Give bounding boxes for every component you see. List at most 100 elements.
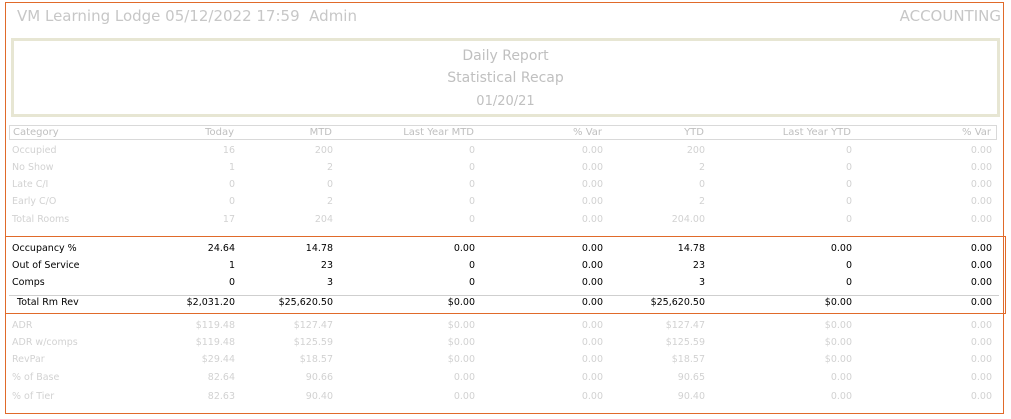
row-cell: 0.00: [581, 179, 603, 190]
row-cell: 23: [320, 260, 333, 271]
row-cell: $0.00: [447, 354, 475, 365]
row-cell: 0: [845, 214, 852, 225]
row-cell: $0.00: [447, 337, 475, 348]
row-cell: 0.00: [970, 260, 992, 271]
row-cell: 0.00: [970, 196, 992, 207]
row-cell: $29.44: [201, 354, 235, 365]
property-datetime: VM Learning Lodge 05/12/2022 17:59: [17, 7, 300, 25]
row-cell: 3: [326, 277, 333, 288]
table-row: Occupied 16 200 0 0.00 200 0 0.00: [9, 143, 997, 160]
row-cell: 0.00: [453, 391, 475, 402]
table-row: No Show 1 2 0 0.00 2 0 0.00: [9, 160, 997, 177]
row-cell: 204: [314, 214, 333, 225]
row-cell: 0.00: [970, 391, 992, 402]
row-cell: 0: [845, 260, 852, 271]
row-category: No Show: [12, 162, 54, 173]
row-cell: 0.00: [581, 162, 603, 173]
row-cell: 204.00: [671, 214, 705, 225]
row-category: Late C/I: [12, 179, 49, 190]
row-cell: 0: [468, 277, 475, 288]
row-cell: 0: [845, 277, 852, 288]
table-row: % of Base 82.64 90.66 0.00 0.00 90.65 0.00 0.00: [9, 370, 997, 387]
row-cell: 2: [326, 196, 333, 207]
row-cell: $0.00: [824, 337, 852, 348]
row-category: Comps: [12, 277, 45, 288]
col-ytd: YTD: [684, 127, 704, 138]
row-cell: $18.57: [299, 354, 333, 365]
row-cell: $125.59: [293, 337, 333, 348]
table-header: Category Today MTD Last Year MTD % Var Y…: [9, 125, 997, 140]
row-cell: 0.00: [970, 162, 992, 173]
row-category: % of Tier: [12, 391, 55, 402]
row-cell: 0: [698, 179, 705, 190]
table-row: Comps 0 3 0 0.00 3 0 0.00: [9, 275, 997, 292]
row-cell: 0: [468, 196, 475, 207]
report-banner: Daily Report Statistical Recap 01/20/21: [11, 38, 1000, 117]
module-label[interactable]: ACCOUNTING: [899, 7, 1001, 25]
table-row: ADR w/comps $119.48 $125.59 $0.00 0.00 $125.5…: [9, 335, 997, 352]
row-cell: 16: [222, 145, 235, 156]
row-cell: 0.00: [970, 320, 992, 331]
table-row: ADR $119.48 $127.47 $0.00 0.00 $127.47 $0.00 0.…: [9, 318, 997, 335]
row-cell: 0.00: [581, 277, 603, 288]
table-row: Out of Service 1 23 0 0.00 23 0 0.00: [9, 258, 997, 275]
row-cell: $125.59: [665, 337, 705, 348]
row-category: Occupancy %: [12, 243, 77, 254]
row-cell: $0.00: [824, 297, 852, 308]
row-cell: 0: [468, 214, 475, 225]
table-row: Early C/O 0 2 0 0.00 2 0 0.00: [9, 194, 997, 211]
row-cell: 23: [692, 260, 705, 271]
row-cell: 82.63: [207, 391, 235, 402]
table-row: Late C/I 0 0 0 0.00 0 0 0.00: [9, 177, 997, 194]
row-cell: $0.00: [824, 320, 852, 331]
row-cell: $18.57: [671, 354, 705, 365]
row-cell: 0.00: [581, 320, 603, 331]
col-today: Today: [205, 127, 234, 138]
row-cell: 82.64: [207, 372, 235, 383]
row-cell: 14.78: [305, 243, 333, 254]
col-last-year-ytd: Last Year YTD: [782, 127, 851, 138]
row-cell: 0: [468, 179, 475, 190]
row-category: ADR w/comps: [12, 337, 78, 348]
row-cell: $0.00: [447, 320, 475, 331]
row-cell: 200: [314, 145, 333, 156]
row-cell: 0.00: [581, 297, 603, 308]
row-cell: 24.64: [207, 243, 235, 254]
row-cell: 0.00: [830, 243, 852, 254]
row-cell: 2: [698, 196, 705, 207]
row-category: % of Base: [12, 372, 60, 383]
row-cell: 0.00: [970, 372, 992, 383]
row-cell: 90.40: [677, 391, 705, 402]
row-cell: $25,620.50: [278, 297, 333, 308]
highlight-box: [5, 236, 1006, 314]
row-cell: 0: [845, 196, 852, 207]
row-cell: 0: [468, 162, 475, 173]
row-cell: 1: [228, 260, 235, 271]
row-cell: 0: [845, 179, 852, 190]
row-cell: 90.65: [677, 372, 705, 383]
user-name[interactable]: Admin: [309, 7, 357, 25]
row-cell: 0: [228, 277, 235, 288]
row-cell: 0.00: [830, 391, 852, 402]
row-cell: 0.00: [581, 260, 603, 271]
row-cell: $0.00: [824, 354, 852, 365]
row-cell: 0.00: [830, 372, 852, 383]
report-subtitle: Statistical Recap: [447, 70, 564, 86]
col-last-year-mtd: Last Year MTD: [403, 127, 474, 138]
col-var-mtd: % Var: [573, 127, 602, 138]
row-category: Early C/O: [12, 196, 57, 207]
row-cell: 0.00: [581, 196, 603, 207]
row-cell: 0.00: [581, 391, 603, 402]
row-category: Total Rooms: [12, 214, 70, 225]
row-cell: 0.00: [970, 214, 992, 225]
col-category: Category: [13, 127, 59, 138]
table-row: Total Rooms 17 204 0 0.00 204.00 0 0.00: [9, 212, 997, 229]
row-cell: 0.00: [581, 243, 603, 254]
top-bar: VM Learning Lodge 05/12/2022 17:59 Admin…: [17, 7, 1001, 27]
row-cell: 0.00: [970, 297, 992, 308]
row-category: Out of Service: [12, 260, 80, 271]
row-cell: 90.40: [305, 391, 333, 402]
row-divider: [9, 295, 999, 296]
table-row: % of Tier 82.63 90.40 0.00 0.00 90.40 0.00 0.00: [9, 389, 997, 406]
row-cell: 0.00: [970, 145, 992, 156]
